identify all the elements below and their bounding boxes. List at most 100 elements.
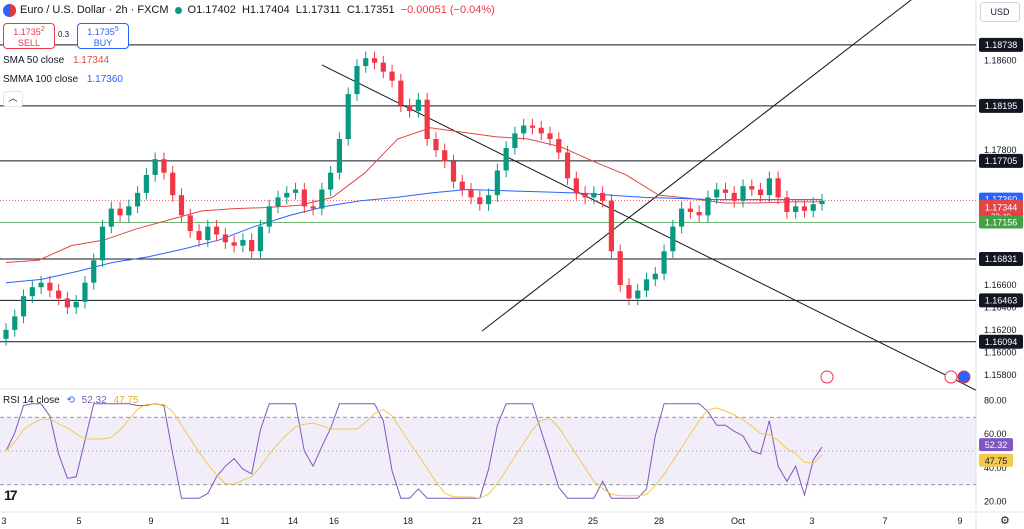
refresh-icon[interactable]: ⟲ [66, 395, 75, 406]
symbol-title[interactable]: Euro / U.S. Dollar · 2h · FXCM [20, 4, 169, 16]
rsi-price-label-bg [979, 438, 1013, 452]
candle-body [424, 99, 430, 140]
price-label-bg [979, 200, 1023, 214]
candle-body [591, 192, 597, 198]
candle-body [231, 242, 237, 246]
market-open-dot [174, 6, 182, 14]
candle-body [582, 192, 588, 198]
price-tick-label: 1.16000 [984, 347, 1017, 357]
candle-body [556, 139, 562, 153]
candle-body [178, 195, 185, 216]
currency-button[interactable]: USD [980, 2, 1020, 22]
candle-body [275, 197, 281, 207]
candle-body [503, 147, 509, 171]
level-label: 1.17705 [985, 156, 1018, 166]
candle-body [494, 170, 500, 196]
candle-body [249, 240, 255, 252]
candle-body [415, 99, 421, 111]
candle-body [564, 152, 571, 179]
candle-body [20, 296, 27, 317]
candle-body [433, 139, 439, 151]
time-tick-label: 16 [329, 516, 339, 526]
candle-body [292, 189, 299, 193]
candle-body [608, 200, 615, 252]
candle-body [670, 226, 676, 252]
candle-body [407, 105, 413, 111]
time-tick-label: 11 [220, 516, 229, 526]
price-label: 1.17156 [985, 218, 1018, 228]
collapse-legend-button[interactable]: ︿ [3, 91, 23, 107]
candle-body [187, 215, 193, 232]
price-tick-label: 1.16600 [984, 280, 1017, 290]
candle-body [257, 226, 264, 252]
sell-price: 1.17352 [13, 25, 45, 37]
economic-event-icon[interactable] [944, 370, 958, 384]
rsi-ma-line [5, 403, 823, 499]
candle-body [380, 62, 386, 72]
candle-body [749, 186, 755, 190]
price-label: 1.17360 [985, 195, 1018, 205]
candle-body [442, 150, 448, 162]
candle-body [240, 240, 246, 246]
candle-body [328, 172, 334, 190]
candle-body [354, 66, 360, 95]
trendline [321, 64, 977, 391]
candle-body [319, 189, 325, 209]
candle-body [793, 206, 799, 212]
low-value: L1.17311 [295, 4, 341, 16]
trendline [481, 0, 912, 332]
candle-body [117, 208, 123, 216]
candle-body [679, 208, 685, 227]
candle-body [819, 200, 825, 205]
candle-body [205, 226, 211, 241]
candle-body [696, 211, 702, 216]
candle-body [170, 172, 176, 196]
time-tick-label: 3 [1, 516, 6, 526]
rsi-price-label: 52.32 [985, 440, 1008, 450]
candle-body [363, 58, 369, 67]
candle-body [661, 251, 667, 274]
rsi-value: 52.32 [81, 395, 107, 406]
candle-body [450, 161, 457, 182]
time-tick-label: 5 [76, 516, 81, 526]
economic-event-icon[interactable] [820, 370, 834, 384]
sell-button[interactable]: 1.17352 SELL [3, 23, 55, 49]
candle-body [161, 159, 167, 173]
candle-body [82, 282, 88, 302]
smma-legend[interactable]: SMMA 100 close 1.17360 [3, 74, 123, 85]
candle-body [73, 301, 79, 308]
candle-body [135, 192, 141, 207]
buy-button[interactable]: 1.17355 BUY [77, 23, 129, 49]
candle-body [573, 178, 579, 193]
tradingview-logo-icon[interactable]: 17 [4, 487, 18, 503]
buy-label: BUY [93, 37, 113, 48]
candle-body [722, 189, 729, 193]
sma-value: 1.17344 [72, 55, 110, 66]
price-tick-label: 1.16200 [984, 325, 1017, 335]
candle-body [29, 287, 35, 297]
candle-body [705, 197, 711, 216]
smma-value: 1.17360 [86, 74, 123, 85]
level-label: 1.16463 [985, 295, 1018, 305]
candle-body [3, 329, 9, 339]
price-label: 1.17344 [985, 202, 1018, 212]
candle-body [91, 260, 97, 283]
spread-value: 0.3 [58, 30, 70, 39]
gear-icon[interactable]: ⚙ [1000, 515, 1010, 527]
time-tick-label: 7 [882, 516, 887, 526]
time-tick-label: 9 [148, 516, 153, 526]
candle-body [47, 282, 53, 291]
sma-label: SMA 50 close [3, 55, 65, 66]
high-value: H1.17404 [241, 4, 290, 16]
rsi-legend[interactable]: RSI 14 close ⟲ 52.32 47.75 [3, 395, 139, 406]
candle-body [731, 192, 737, 201]
candle-body [38, 282, 44, 288]
sma-legend[interactable]: SMA 50 close 1.17344 [3, 55, 109, 66]
economic-event-icon[interactable] [957, 370, 971, 384]
candle-body [99, 226, 106, 261]
level-label: 1.18738 [985, 40, 1018, 50]
time-tick-label: 18 [403, 516, 413, 526]
level-label-bg [979, 252, 1023, 267]
candle-body [512, 133, 518, 148]
